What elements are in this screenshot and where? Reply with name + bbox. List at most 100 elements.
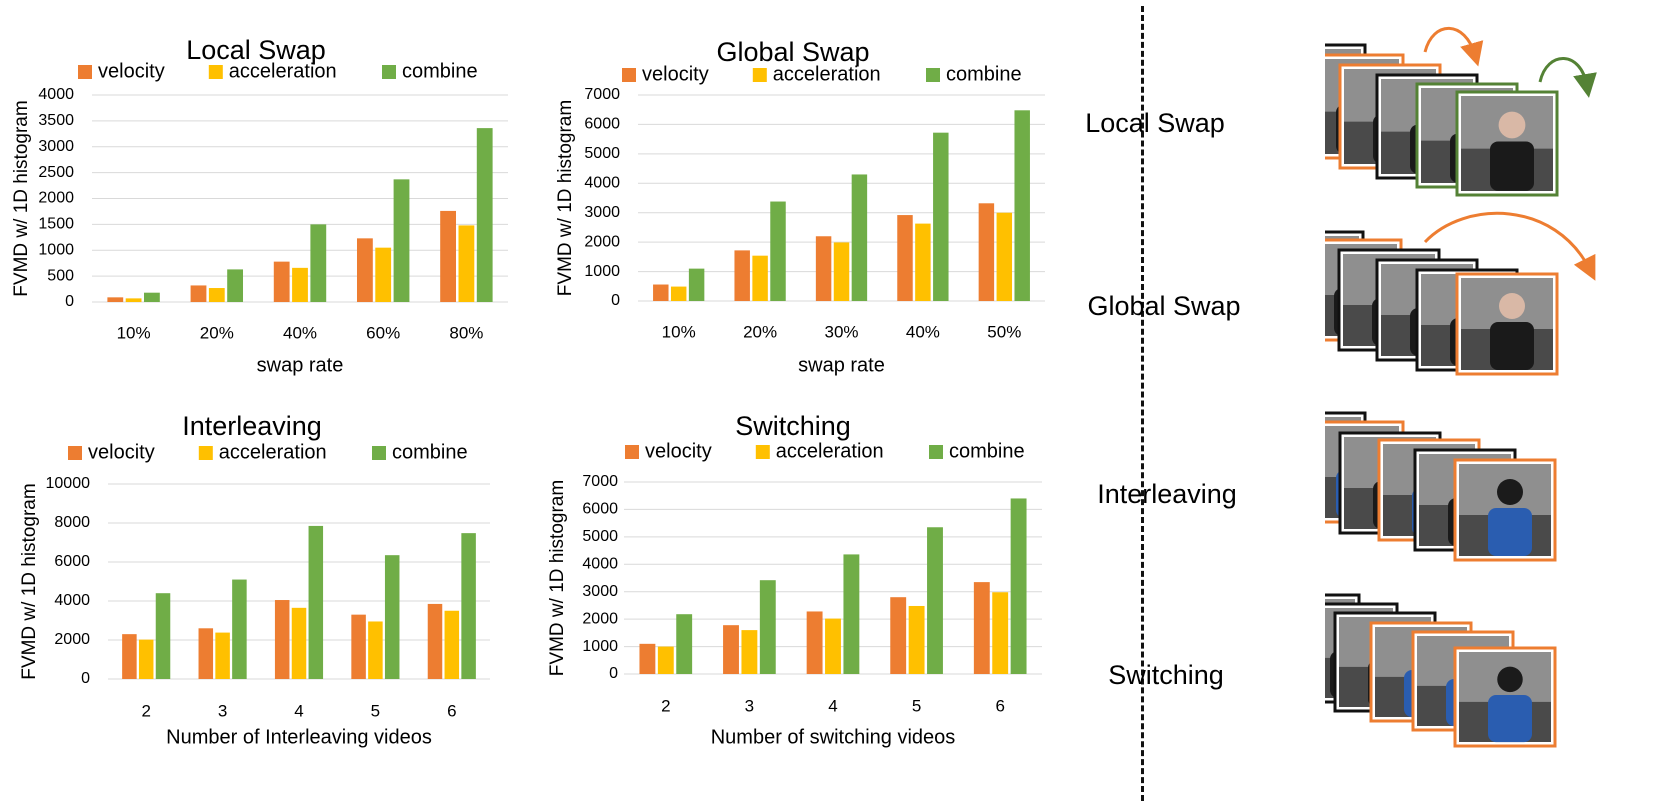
global-frame-6 xyxy=(1455,272,1559,376)
local-frame-6 xyxy=(1455,90,1559,197)
bar-combine-2 xyxy=(155,593,171,679)
bar-combine-6 xyxy=(1010,498,1027,674)
bar-combine-40% xyxy=(310,224,327,302)
chart-title: Local Swap xyxy=(186,35,326,65)
y-tick-label: 0 xyxy=(611,292,620,309)
chart-title: Switching xyxy=(735,411,851,441)
x-tick-label: 5 xyxy=(371,701,380,720)
bar-velocity-4 xyxy=(274,600,290,679)
bar-acceleration-4 xyxy=(825,618,841,674)
bar-acceleration-3 xyxy=(215,632,230,679)
y-tick-label: 0 xyxy=(81,670,90,687)
y-tick-label: 2000 xyxy=(582,610,618,627)
y-tick-label: 3500 xyxy=(38,112,74,129)
bar-acceleration-6 xyxy=(992,592,1009,674)
y-tick-label: 0 xyxy=(65,293,74,310)
x-tick-label: 40% xyxy=(283,323,317,342)
legend-label-acceleration: acceleration xyxy=(776,440,884,462)
y-tick-label: 1000 xyxy=(584,263,620,280)
dashed-divider xyxy=(1141,6,1144,801)
bar-combine-4 xyxy=(843,554,860,674)
bar-acceleration-4 xyxy=(291,607,307,679)
legend-swatch-acceleration xyxy=(752,68,767,82)
bar-velocity-10% xyxy=(653,284,669,301)
bar-acceleration-50% xyxy=(996,212,1013,301)
y-tick-label: 5000 xyxy=(584,145,620,162)
bar-acceleration-5 xyxy=(908,605,925,674)
legend-swatch-acceleration xyxy=(208,65,223,79)
person-body xyxy=(1490,141,1534,191)
bar-velocity-5 xyxy=(890,597,907,674)
chart-global-swap: Global Swap velocity acceleration combine 0 1… xyxy=(555,37,1045,376)
bar-acceleration-10% xyxy=(670,286,687,301)
legend-label-acceleration: acceleration xyxy=(773,63,881,85)
legend-swatch-combine xyxy=(926,68,940,82)
y-tick-label: 10000 xyxy=(46,475,91,492)
bar-velocity-2 xyxy=(122,634,137,679)
bar-acceleration-20% xyxy=(752,255,768,301)
bar-velocity-40% xyxy=(897,215,913,301)
y-tick-label: 2000 xyxy=(38,190,74,207)
y-tick-label: 3000 xyxy=(582,583,618,600)
x-tick-label: 2 xyxy=(141,701,150,720)
y-axis-label: FVMD w/ 1D histogram xyxy=(555,100,576,296)
interleave-frame-6 xyxy=(1453,458,1557,562)
y-tick-label: 2500 xyxy=(38,164,74,181)
x-axis-label: swap rate xyxy=(798,354,885,376)
legend-swatch-acceleration xyxy=(198,446,213,460)
legend-label-velocity: velocity xyxy=(88,441,155,463)
bar-acceleration-6 xyxy=(444,610,460,679)
x-tick-label: 4 xyxy=(294,701,303,720)
bar-combine-3 xyxy=(759,580,776,674)
y-tick-label: 4000 xyxy=(38,86,74,103)
y-tick-label: 2000 xyxy=(584,233,620,250)
legend-swatch-velocity xyxy=(622,68,636,82)
bar-velocity-40% xyxy=(273,261,290,302)
x-axis-label: swap rate xyxy=(257,354,344,376)
y-tick-label: 4000 xyxy=(582,556,618,573)
bar-velocity-3 xyxy=(198,628,214,679)
bar-acceleration-40% xyxy=(915,223,931,301)
y-axis-label: FVMD w/ 1D histogram xyxy=(11,100,32,296)
person-body xyxy=(1490,322,1534,370)
x-axis-label: Number of switching videos xyxy=(711,726,956,748)
y-tick-label: 500 xyxy=(47,267,74,284)
bar-acceleration-40% xyxy=(292,267,308,302)
bar-acceleration-20% xyxy=(208,288,225,302)
legend-swatch-velocity xyxy=(625,445,639,459)
legend-swatch-velocity xyxy=(78,65,92,79)
chart-title: Interleaving xyxy=(182,411,322,441)
illustration-label-local-swap: Local Swap xyxy=(1085,108,1225,138)
bar-acceleration-3 xyxy=(741,630,758,674)
chart-local-swap: Local Swap velocity acceleration combine 0 50… xyxy=(11,35,508,376)
bar-velocity-6 xyxy=(973,582,990,674)
person-body xyxy=(1488,508,1532,556)
legend-swatch-combine xyxy=(929,445,943,459)
y-tick-label: 5000 xyxy=(582,528,618,545)
legend-label-acceleration: acceleration xyxy=(219,441,327,463)
bar-acceleration-2 xyxy=(657,646,674,674)
y-tick-label: 6000 xyxy=(54,553,90,570)
y-tick-label: 2000 xyxy=(54,631,90,648)
bar-velocity-4 xyxy=(806,611,823,674)
x-tick-label: 80% xyxy=(449,323,483,342)
bar-acceleration-2 xyxy=(138,639,154,679)
chart-switching: Switching velocity acceleration combine 0 100… xyxy=(547,411,1042,748)
bar-combine-6 xyxy=(461,533,476,679)
y-tick-label: 1500 xyxy=(38,216,74,233)
y-tick-label: 7000 xyxy=(584,86,620,103)
legend-label-combine: combine xyxy=(392,441,468,463)
x-tick-label: 6 xyxy=(995,696,1004,715)
bar-velocity-80% xyxy=(440,210,456,302)
bar-velocity-6 xyxy=(427,603,443,679)
legend-swatch-combine xyxy=(372,446,386,460)
y-tick-label: 0 xyxy=(609,665,618,682)
illustration-label-switching: Switching xyxy=(1108,660,1224,690)
bar-acceleration-80% xyxy=(458,225,475,302)
bar-combine-60% xyxy=(393,179,410,302)
bar-acceleration-5 xyxy=(368,621,383,679)
legend-label-combine: combine xyxy=(946,63,1022,85)
bar-velocity-20% xyxy=(190,285,207,302)
bar-combine-10% xyxy=(688,268,705,301)
